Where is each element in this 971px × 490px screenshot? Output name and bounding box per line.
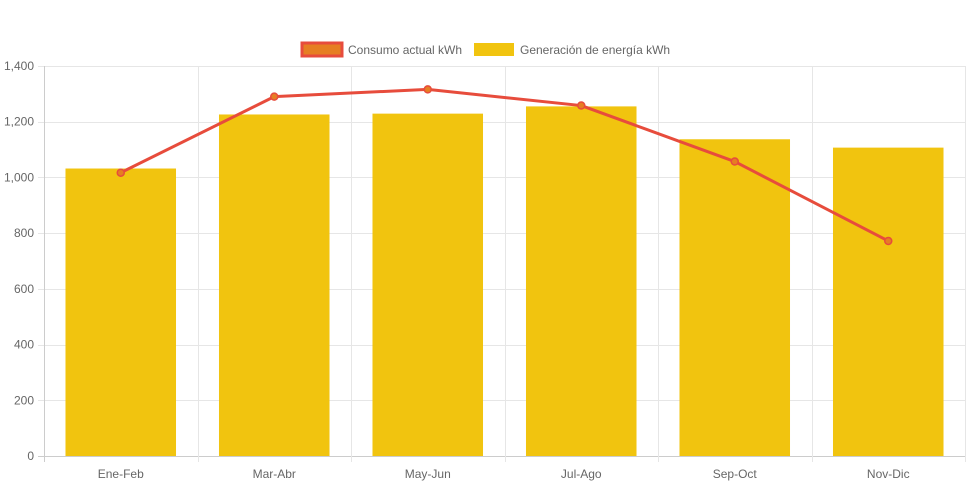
x-tick-label: Sep-Oct	[713, 467, 758, 481]
y-tick-label: 1,200	[4, 115, 34, 129]
line-series	[116, 85, 893, 246]
bar[interactable]	[65, 168, 177, 456]
line-point[interactable]	[423, 85, 432, 94]
bar-series	[65, 106, 944, 457]
y-tick-label: 800	[14, 226, 34, 240]
x-tick-label: Jul-Ago	[561, 467, 602, 481]
y-tick-label: 1,000	[4, 170, 34, 184]
x-tick-label: Ene-Feb	[98, 467, 144, 481]
bar[interactable]	[218, 114, 330, 456]
x-tick-label: May-Jun	[405, 467, 451, 481]
y-tick-label: 600	[14, 282, 34, 296]
legend-swatch-generacion	[474, 43, 514, 56]
grid	[38, 66, 966, 462]
line-point[interactable]	[270, 92, 279, 101]
bar[interactable]	[679, 139, 791, 456]
x-tick-label: Nov-Dic	[867, 467, 910, 481]
y-tick-label: 200	[14, 393, 34, 407]
bar[interactable]	[832, 147, 944, 456]
legend-label-consumo: Consumo actual kWh	[348, 43, 462, 57]
bar[interactable]	[525, 106, 637, 457]
x-axis-ticks: Ene-Feb Mar-Abr May-Jun Jul-Ago Sep-Oct Nov-D…	[98, 467, 910, 481]
legend: Consumo actual kWh Generación de energía…	[300, 41, 670, 58]
legend-item-consumo[interactable]: Consumo actual kWh	[300, 41, 462, 58]
line-point[interactable]	[884, 236, 893, 246]
y-tick-label: 1,400	[4, 59, 34, 73]
x-tick-label: Mar-Abr	[253, 467, 296, 481]
y-tick-label: 400	[14, 338, 34, 352]
line-point[interactable]	[116, 168, 125, 177]
y-axis-ticks: 0 200 400 600 800 1,000 1,200 1,400	[4, 59, 34, 463]
line-point[interactable]	[730, 157, 739, 166]
line-point[interactable]	[577, 101, 586, 110]
legend-label-generacion: Generación de energía kWh	[520, 43, 670, 57]
series-line	[119, 87, 890, 243]
legend-item-generacion[interactable]: Generación de energía kWh	[474, 43, 670, 57]
legend-swatch-consumo	[300, 41, 344, 58]
bar[interactable]	[372, 113, 484, 456]
y-tick-label: 0	[27, 449, 34, 463]
